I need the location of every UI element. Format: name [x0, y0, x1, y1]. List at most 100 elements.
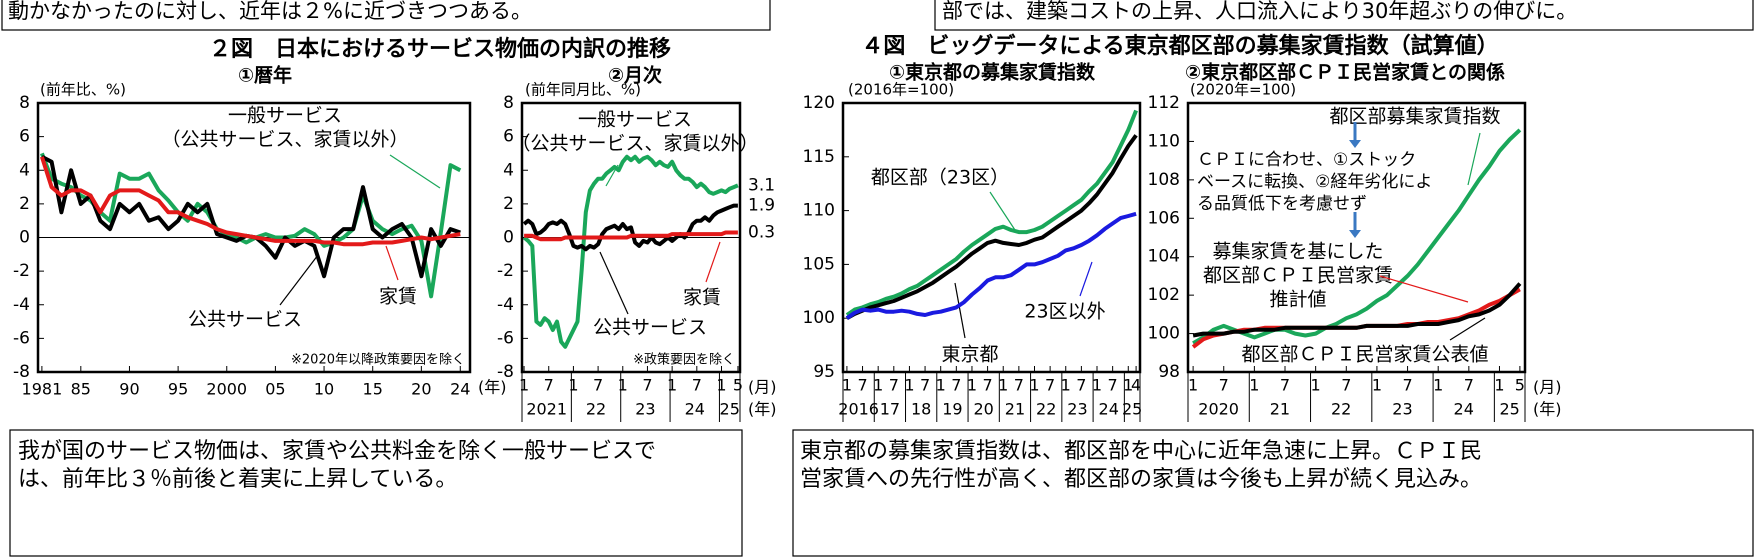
- x-tick-label: 7: [642, 376, 652, 395]
- x-group-label: 2016: [838, 400, 879, 419]
- x-group-label: 24: [1454, 400, 1474, 419]
- series-label: 募集家賃を基にした: [1212, 241, 1383, 263]
- series-label: 公共サービス: [188, 309, 302, 331]
- x-unit: (月): [748, 378, 777, 397]
- y-tick-label: 110: [1148, 131, 1180, 151]
- y-tick-label: 0: [503, 228, 514, 248]
- x-tick-label: 24: [450, 380, 470, 399]
- header-note: 動かなかったのに対し、近年は２%に近づきつつある。: [8, 0, 532, 23]
- x-tick-label: 7: [544, 376, 554, 395]
- series-label: 都区部募集家賃指数: [1329, 106, 1500, 128]
- caption: 東京都の募集家賃指数は、都区部を中心に近年急速に上昇。ＣＰＩ民: [800, 439, 1482, 464]
- x-tick-label: 7: [1280, 376, 1290, 395]
- x-group-label: 22: [1331, 400, 1351, 419]
- y-axis-label: (2016年=100): [848, 81, 954, 99]
- plot-frame: [841, 101, 1142, 374]
- series-line: [1192, 128, 1522, 345]
- x-tick-label: 1: [618, 376, 628, 395]
- x-tick-label: 7: [1219, 376, 1229, 395]
- series-line: [845, 109, 1138, 317]
- x-group-label: 25: [720, 400, 740, 419]
- series-label: 一般サービス: [228, 105, 342, 127]
- x-tick-label: 1: [1433, 376, 1443, 395]
- x-tick-label: 7: [1076, 376, 1086, 395]
- x-tick-label: 15: [363, 380, 383, 399]
- caption-box: [792, 429, 1754, 557]
- y-tick-label: 110: [803, 201, 835, 221]
- y-tick-label: 2: [19, 194, 30, 214]
- y-tick-label: -2: [497, 261, 514, 281]
- x-tick-label: 1: [1061, 376, 1071, 395]
- leader-line: [989, 191, 1016, 231]
- x-group-label: 23: [1392, 400, 1412, 419]
- x-tick-label: 1: [1029, 376, 1039, 395]
- x-group-label: 22: [586, 400, 606, 419]
- x-tick-label: 1: [667, 376, 677, 395]
- x-tick-label: 7: [951, 376, 961, 395]
- y-tick-label: 4: [503, 160, 514, 180]
- x-group-label: 20: [974, 400, 994, 419]
- x-tick-label: 1: [716, 376, 726, 395]
- x-unit: (年): [478, 378, 507, 397]
- series-label: 都区部ＣＰＩ民営家賃: [1203, 265, 1393, 287]
- x-group-label: 19: [942, 400, 962, 419]
- series-label: 東京都: [941, 344, 998, 366]
- plot-frame: [520, 101, 742, 374]
- series-label: 公共サービス: [593, 317, 707, 339]
- x-tick-label: 7: [692, 376, 702, 395]
- y-tick-label: 106: [1148, 208, 1180, 228]
- y-tick-label: -4: [13, 295, 30, 315]
- y-tick-label: 6: [19, 127, 30, 147]
- y-tick-label: -6: [497, 328, 514, 348]
- leader-line: [385, 245, 399, 281]
- chart-title: ②月次: [608, 64, 662, 87]
- x-group-label: 21: [1005, 400, 1025, 419]
- x-group-label: 24: [1099, 400, 1119, 419]
- x-tick-label: 1: [967, 376, 977, 395]
- note-box: [1, 0, 771, 31]
- y-tick-label: 100: [1148, 324, 1180, 344]
- x-tick-label: 1: [1188, 376, 1198, 395]
- leader-line: [605, 164, 619, 187]
- leader-line: [954, 282, 966, 339]
- annotation: ＣＰＩに合わせ、①ストック: [1197, 150, 1416, 170]
- y-tick-label: 8: [503, 93, 514, 113]
- series-line: [1192, 282, 1522, 338]
- figure-title: ２図 日本におけるサービス物価の内訳の推移: [209, 36, 671, 62]
- y-tick-label: -4: [497, 295, 514, 315]
- series-line: [845, 211, 1137, 320]
- x-tick-label: 2000: [206, 380, 247, 399]
- annotation: ベースに転換、②経年劣化によ: [1197, 172, 1432, 192]
- plot-frame: [1186, 101, 1527, 374]
- series-line: [39, 156, 461, 247]
- x-tick-label: 05: [265, 380, 285, 399]
- plot-frame: [36, 101, 472, 374]
- y-tick-label: -8: [497, 362, 514, 382]
- y-tick-label: 100: [803, 308, 835, 328]
- x-unit: (月): [1533, 378, 1562, 397]
- series-line: [845, 134, 1138, 320]
- y-tick-label: 102: [1148, 285, 1180, 305]
- x-tick-label: 4: [1131, 376, 1141, 395]
- x-tick-label: 7: [1402, 376, 1412, 395]
- x-tick-label: 1: [1249, 376, 1259, 395]
- leader-line: [705, 241, 721, 283]
- y-tick-label: 104: [1148, 247, 1180, 267]
- series-label: 家賃: [683, 287, 721, 309]
- x-tick-label: 1: [873, 376, 883, 395]
- series-label: 家賃: [379, 286, 417, 308]
- x-tick-label: 1: [519, 376, 529, 395]
- leader-line: [1449, 317, 1486, 341]
- x-tick-label: 1: [842, 376, 852, 395]
- series-label: 23区以外: [1024, 301, 1105, 323]
- x-tick-label: 1: [1372, 376, 1382, 395]
- y-tick-label: 8: [19, 93, 30, 113]
- y-axis-label: (前年比、%): [40, 81, 126, 99]
- leader-line: [1379, 275, 1469, 303]
- figure-title: ４図 ビッグデータによる東京都区部の募集家賃指数（試算値）: [861, 33, 1498, 59]
- x-tick-label: 7: [920, 376, 930, 395]
- x-tick-label: 1: [936, 376, 946, 395]
- series-label: （公共サービス、家賃以外）: [161, 129, 408, 151]
- x-group-label: 25: [1500, 400, 1520, 419]
